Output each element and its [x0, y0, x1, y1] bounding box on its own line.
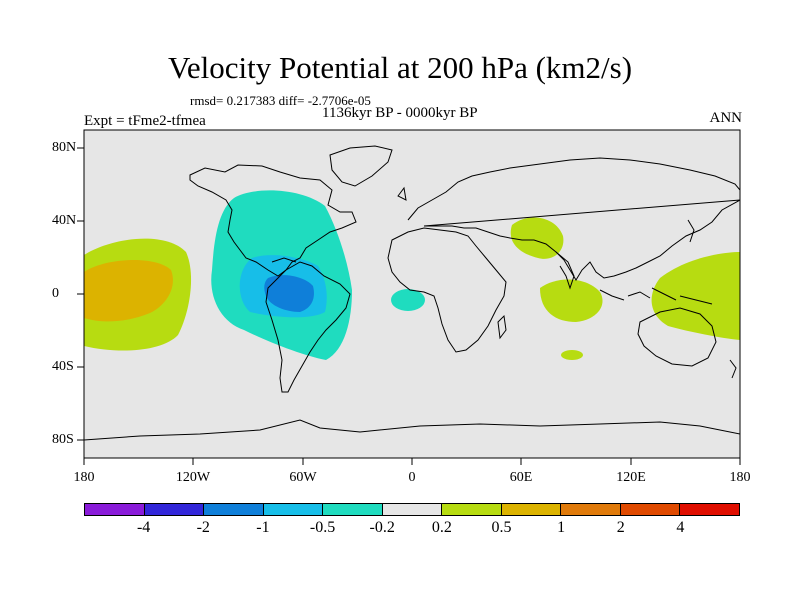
lon-label-120w: 120W: [175, 470, 211, 485]
time-period-label: 1136kyr BP - 0000kyr BP: [322, 105, 478, 121]
lon-label-60w: 60W: [289, 470, 317, 485]
colorbar-label: 2: [616, 519, 625, 536]
colorbar-label: -0.2: [369, 519, 395, 536]
coastline-south-america: [265, 261, 351, 393]
anomaly-americas-core: [264, 275, 314, 312]
axis-ticks: [77, 147, 741, 465]
lon-label-120e: 120E: [616, 470, 646, 485]
colorbar-label: 1: [557, 519, 566, 536]
lon-label-0: 0: [408, 470, 416, 485]
anomaly-fields: [84, 190, 740, 360]
colorbar-segment: [263, 504, 324, 515]
colorbar-segment: [501, 504, 562, 515]
coastline-north-america: [189, 164, 357, 277]
lat-label-80s: 80S: [52, 432, 74, 447]
lon-label-180e: 180: [729, 470, 751, 485]
colorbar-segment: [204, 504, 264, 515]
coastline-japan: [687, 219, 695, 243]
coastline-australia: [637, 307, 717, 367]
coastline-madagascar: [497, 314, 507, 340]
colorbar-label: 0.2: [431, 519, 452, 536]
colorbar-label: 4: [676, 519, 685, 536]
lon-label-60e: 60E: [509, 470, 533, 485]
season-label: ANN: [709, 110, 743, 126]
coastline-caribbean: [271, 257, 297, 263]
colorbar-label: 0.5: [491, 519, 512, 536]
colorbar-label: -4: [136, 519, 151, 536]
coastline-greenland: [329, 145, 393, 187]
lat-label-40n: 40N: [52, 213, 77, 228]
rmsd-diff-stats: rmsd= 0.217383 diff= -2.7706e-05: [190, 93, 371, 108]
anomaly-central-pacific-core: [84, 260, 173, 322]
colorbar-segment: [561, 504, 621, 515]
colorbar-segment: [323, 504, 383, 515]
anomaly-south-indian-small: [561, 350, 583, 360]
colorbar-segment: [680, 504, 740, 515]
coastline-india: [555, 251, 575, 290]
colorbar-segment: [144, 504, 205, 515]
coastline-antarctica: [84, 419, 740, 441]
experiment-label: Expt = tFme2-tfmea: [84, 113, 206, 129]
coastlines: [84, 145, 740, 441]
coastline-maritime-continent: [599, 287, 713, 305]
lat-label-0: 0: [52, 286, 59, 301]
lat-label-40s: 40S: [52, 359, 74, 374]
plot-title: Velocity Potential at 200 hPa (km2/s): [167, 50, 633, 85]
coastline-africa: [387, 227, 507, 353]
coastline-uk: [397, 186, 407, 201]
coastline-eurasia: [407, 157, 740, 281]
coastline-new-zealand: [729, 359, 737, 379]
colorbar-label: -0.5: [309, 519, 336, 536]
anomaly-indian-ocean: [540, 279, 603, 322]
anomaly-mediterranean: [510, 217, 564, 259]
colorbar-label: -2: [196, 519, 210, 536]
anomaly-western-pacific: [651, 252, 740, 340]
colorbar-segment: [620, 504, 681, 515]
anomaly-east-atlantic: [391, 289, 425, 311]
colorbar: [84, 503, 740, 516]
colorbar-segment: [382, 504, 443, 515]
colorbar-label: -1: [256, 519, 270, 536]
colorbar-segment: [442, 504, 502, 515]
lat-label-80n: 80N: [52, 140, 77, 155]
lon-label-180w: 180: [73, 470, 95, 485]
colorbar-segment: [85, 504, 145, 515]
